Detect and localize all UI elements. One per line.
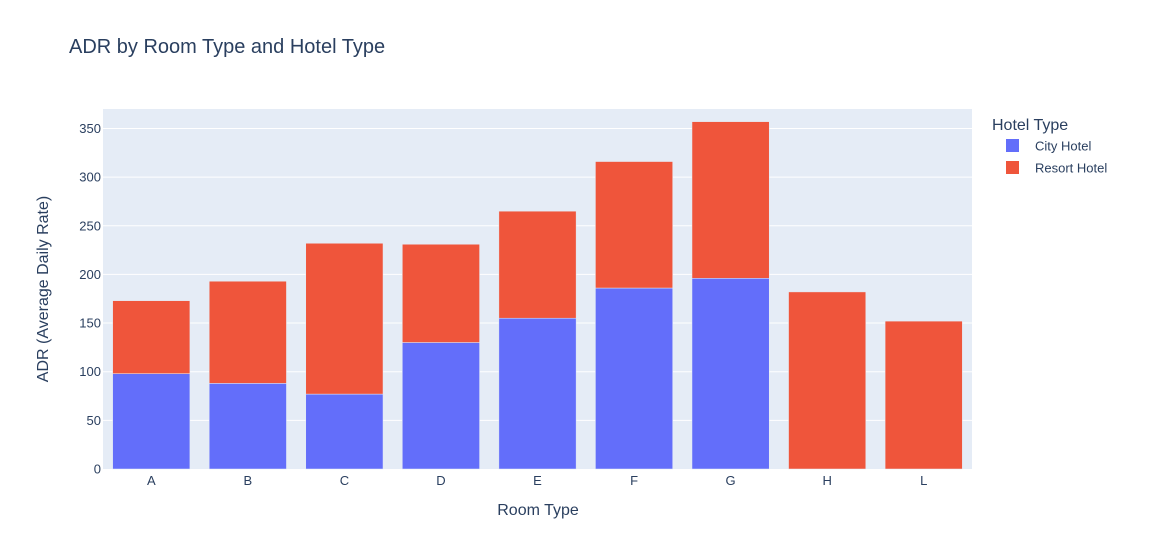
y-axis-title: ADR (Average Daily Rate) (35, 196, 52, 382)
x-tick-label: F (630, 473, 638, 488)
bar-resort-hotel-a (112, 300, 191, 374)
x-tick-label: B (243, 473, 252, 488)
x-tick-label: D (436, 473, 445, 488)
y-tick-label: 150 (79, 316, 101, 331)
chart-title: ADR by Room Type and Hotel Type (69, 36, 385, 58)
x-tick-label: E (533, 473, 542, 488)
x-axis-title: Room Type (497, 502, 579, 519)
x-tick-label: L (920, 473, 927, 488)
y-tick-label: 350 (79, 121, 101, 136)
y-tick-label: 0 (94, 462, 101, 477)
bar-resort-hotel-l (884, 320, 963, 470)
bar-resort-hotel-g (691, 121, 770, 279)
y-tick-label: 50 (87, 413, 101, 428)
legend-label[interactable]: Resort Hotel (1035, 161, 1107, 176)
bar-city-hotel-e (498, 317, 577, 470)
legend-swatch[interactable] (1006, 139, 1019, 152)
bar-resort-hotel-c (305, 243, 384, 395)
y-tick-label: 300 (79, 170, 101, 185)
bar-city-hotel-f (595, 287, 673, 470)
x-tick-label: H (822, 473, 831, 488)
bars (112, 121, 963, 470)
x-tick-label: G (726, 473, 736, 488)
x-tick-label: A (147, 473, 156, 488)
legend-title: Hotel Type (992, 117, 1068, 134)
y-tick-label: 200 (79, 267, 101, 282)
bar-resort-hotel-e (498, 210, 577, 319)
bar-city-hotel-g (691, 278, 770, 470)
bar-city-hotel-a (112, 373, 191, 470)
bar-resort-hotel-f (595, 161, 673, 289)
bar-resort-hotel-b (208, 280, 287, 384)
bar-resort-hotel-d (402, 243, 480, 343)
y-tick-labels: 0 50 100 150 200 250 300 350 (79, 121, 101, 477)
y-tick-label: 250 (79, 218, 101, 233)
bar-resort-hotel-h (788, 291, 867, 470)
bar-city-hotel-c (305, 393, 384, 470)
legend: Hotel Type City Hotel Resort Hotel (992, 117, 1107, 176)
legend-label[interactable]: City Hotel (1035, 139, 1091, 154)
bar-city-hotel-b (208, 383, 287, 470)
x-tick-label: C (340, 473, 349, 488)
y-tick-label: 100 (79, 364, 101, 379)
legend-swatch[interactable] (1006, 161, 1019, 174)
bar-city-hotel-d (402, 342, 480, 470)
